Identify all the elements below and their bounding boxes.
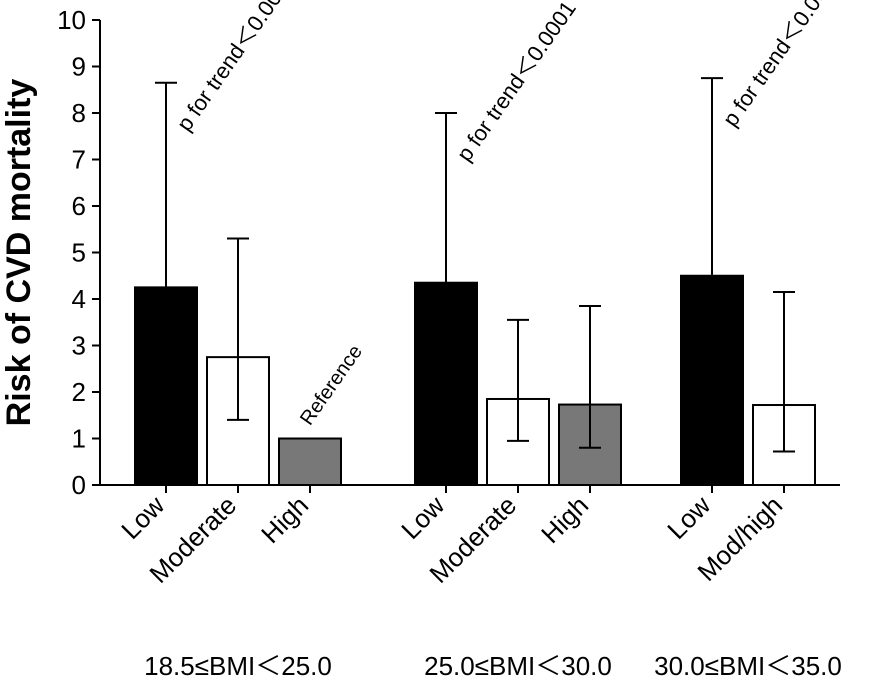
y-tick-label: 10 — [57, 5, 86, 35]
y-tick-label: 8 — [72, 98, 86, 128]
y-tick-label: 6 — [72, 191, 86, 221]
bar — [415, 283, 477, 485]
group-bmi-label: 25.0≤BMI＜30.0 — [424, 651, 612, 681]
group-bmi-label: 30.0≤BMI＜35.0 — [654, 651, 842, 681]
y-tick-label: 9 — [72, 52, 86, 82]
cvd-mortality-bar-chart: 012345678910Risk of CVD mortalityLowMode… — [0, 0, 877, 690]
trend-p-label: p for trend＜0.002 — [718, 0, 840, 131]
y-tick-label: 4 — [72, 284, 86, 314]
bar-category-label: Low — [661, 490, 716, 545]
y-tick-label: 1 — [72, 424, 86, 454]
bars-layer: LowModerateHighReferencep for trend＜0.00… — [115, 0, 842, 681]
bar — [279, 439, 341, 486]
bar-category-label: High — [535, 490, 594, 549]
y-tick-label: 2 — [72, 377, 86, 407]
group-bmi-label: 18.5≤BMI＜25.0 — [144, 651, 332, 681]
bar-category-label: Low — [115, 490, 170, 545]
trend-p-label: p for trend＜0.0001 — [172, 0, 301, 136]
y-tick-label: 3 — [72, 331, 86, 361]
y-tick-label: 5 — [72, 238, 86, 268]
reference-label: Reference — [296, 341, 367, 429]
bar-category-label: Low — [395, 490, 450, 545]
y-axis-label: Risk of CVD mortality — [0, 79, 38, 427]
y-tick-label: 7 — [72, 145, 86, 175]
trend-p-label: p for trend＜0.0001 — [452, 0, 581, 166]
y-tick-label: 0 — [72, 470, 86, 500]
bar-category-label: High — [255, 490, 314, 549]
bar — [135, 287, 197, 485]
bar — [681, 276, 743, 485]
